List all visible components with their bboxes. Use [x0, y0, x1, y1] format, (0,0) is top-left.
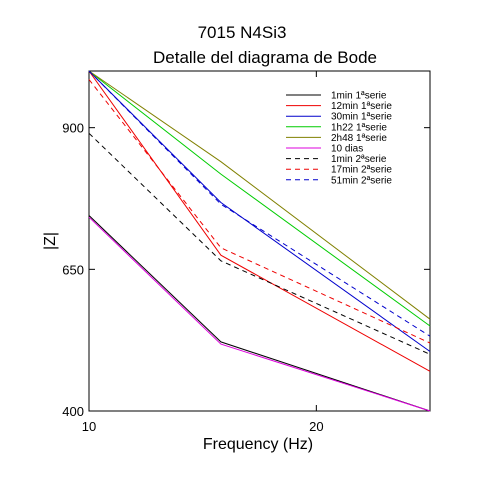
- chart-title: 7015 N4Si3: [198, 23, 287, 42]
- legend-label: 1h22 1ªserie: [331, 122, 387, 133]
- series-line-0: [88, 215, 431, 412]
- x-tick-label: 10: [82, 419, 96, 434]
- series-line-8: [88, 70, 431, 337]
- legend-label: 2h48 1ªserie: [331, 133, 387, 144]
- series-line-4: [88, 70, 431, 320]
- legend-label: 17min 2ªserie: [331, 165, 392, 176]
- legend-label: 1min 2ªserie: [331, 154, 387, 165]
- legend-label: 30min 1ªserie: [331, 112, 392, 123]
- y-tick-label: 650: [62, 262, 84, 277]
- chart-subtitle: Detalle del diagrama de Bode: [153, 48, 377, 67]
- plot-frame: [88, 70, 431, 412]
- x-axis-label: Frequency (Hz): [203, 436, 313, 453]
- series-line-1: [88, 70, 431, 372]
- legend-label: 12min 1ªserie: [331, 101, 392, 112]
- legend-label: 1min 1ªserie: [331, 91, 387, 102]
- x-tick-label: 20: [309, 419, 323, 434]
- legend-label: 10 dias: [331, 144, 363, 155]
- series-lines: [88, 70, 431, 412]
- series-line-5: [88, 216, 431, 412]
- legend-label: 51min 2ªserie: [331, 175, 392, 186]
- y-tick-label: 900: [62, 121, 84, 136]
- series-line-6: [88, 132, 431, 355]
- axis-ticks: 10 20 400 650 900: [62, 71, 430, 434]
- series-line-3: [88, 70, 431, 327]
- y-axis-label: |Z|: [42, 232, 59, 250]
- series-line-2: [88, 70, 431, 352]
- y-tick-label: 400: [62, 404, 84, 419]
